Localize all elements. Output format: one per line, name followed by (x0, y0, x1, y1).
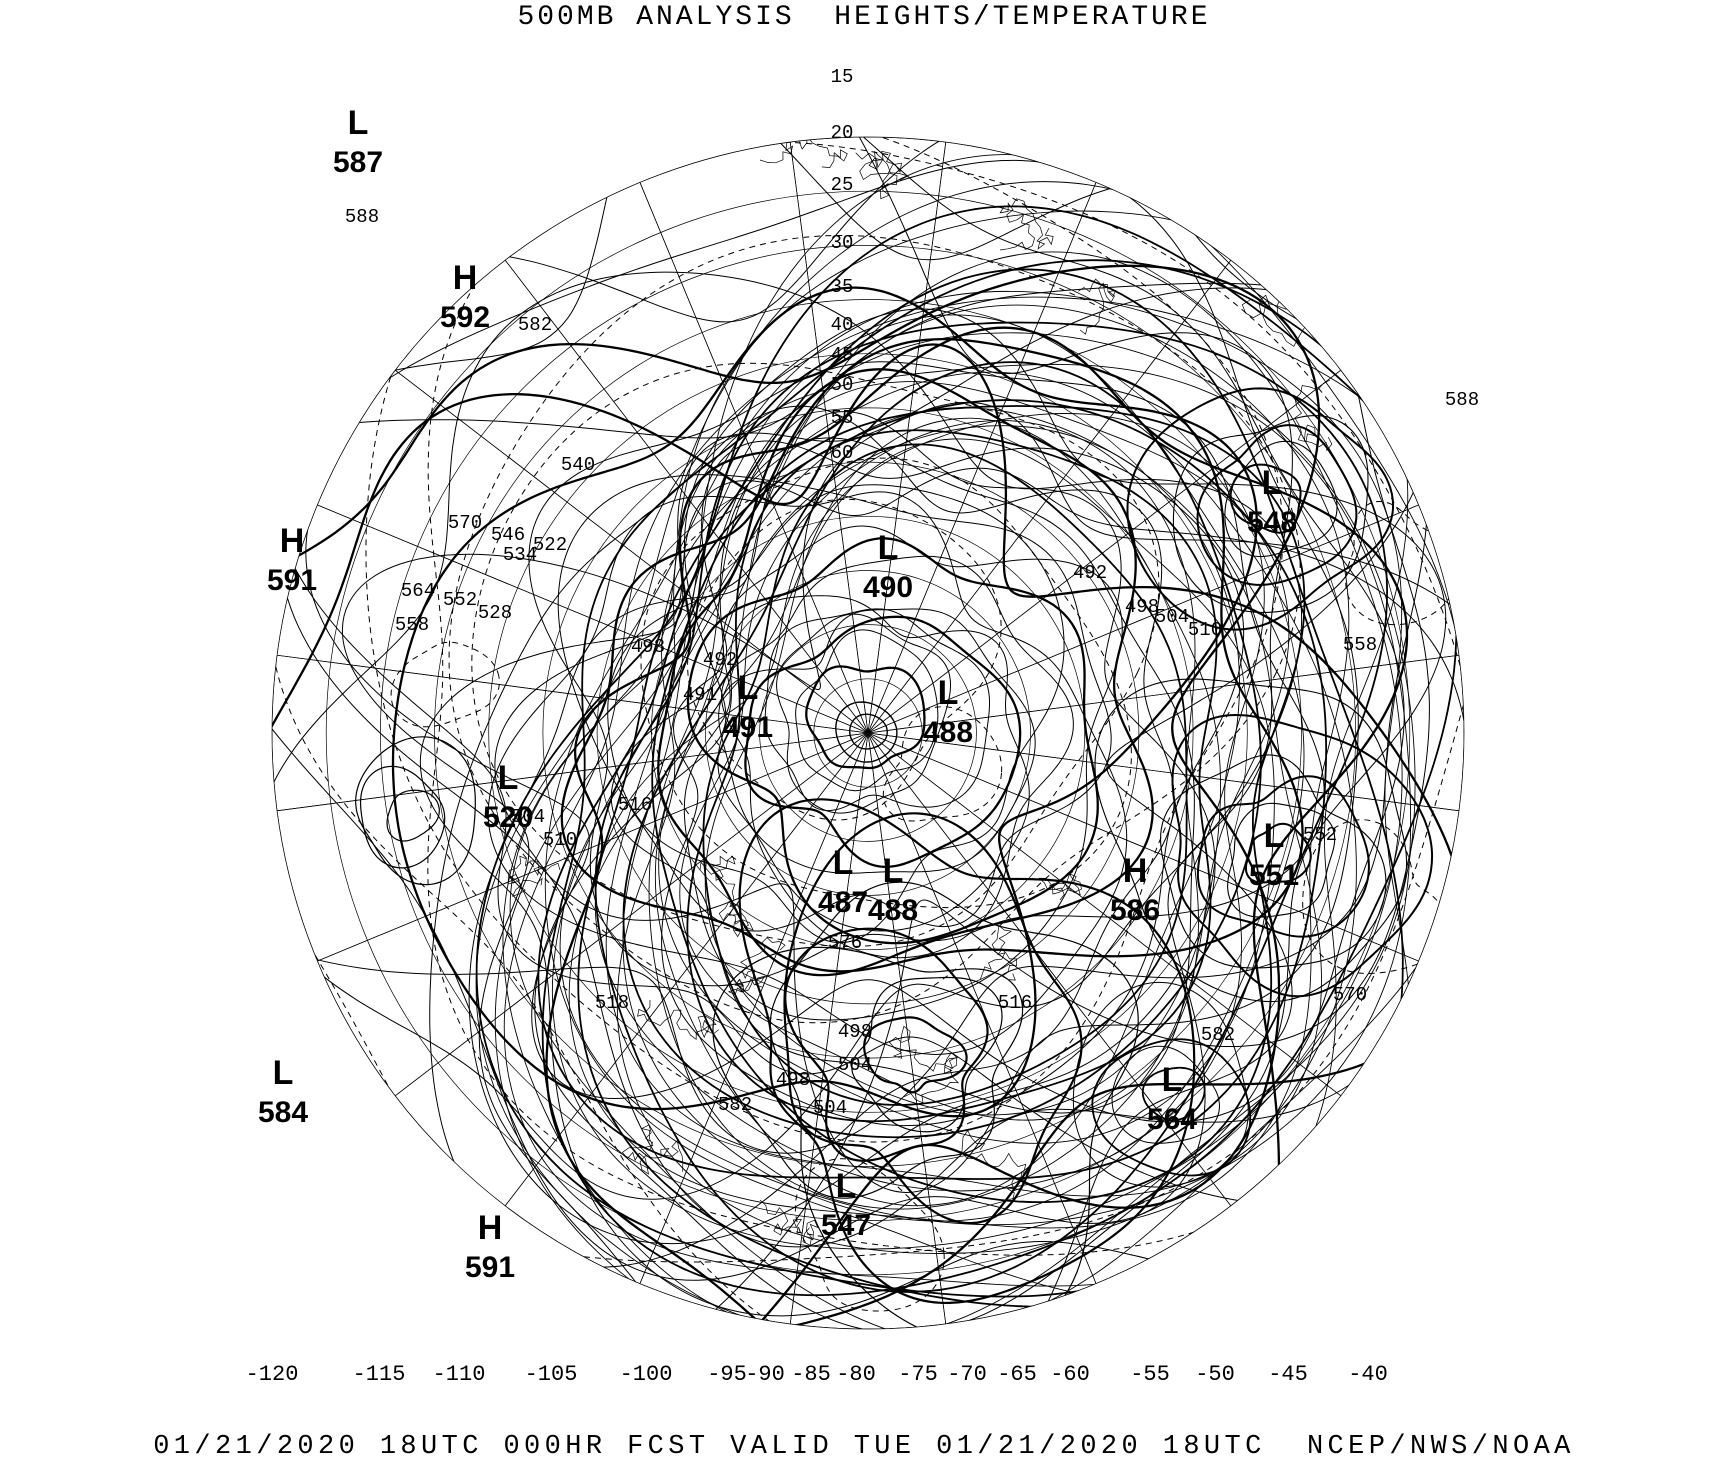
svg-text:L: L (498, 759, 519, 797)
svg-text:504: 504 (813, 1097, 847, 1119)
svg-text:L: L (1264, 817, 1285, 855)
svg-text:50: 50 (831, 374, 854, 396)
svg-text:488: 488 (868, 894, 918, 927)
svg-text:H: H (453, 259, 478, 297)
svg-text:-45: -45 (1268, 1362, 1308, 1387)
svg-text:586: 586 (1110, 894, 1160, 927)
svg-text:L: L (273, 1054, 294, 1092)
svg-text:L: L (1262, 464, 1283, 502)
svg-text:552: 552 (1303, 824, 1337, 846)
svg-text:35: 35 (831, 276, 854, 298)
svg-text:491: 491 (723, 711, 773, 744)
svg-text:L: L (833, 844, 854, 882)
svg-text:487: 487 (818, 886, 868, 919)
svg-text:60: 60 (831, 442, 854, 464)
svg-text:-60: -60 (1050, 1362, 1090, 1387)
svg-text:547: 547 (821, 1209, 871, 1242)
svg-text:L: L (938, 674, 959, 712)
svg-text:582: 582 (718, 1094, 752, 1116)
svg-text:510: 510 (1188, 619, 1222, 641)
svg-text:490: 490 (863, 571, 913, 604)
svg-text:55: 55 (831, 407, 854, 429)
svg-text:552: 552 (443, 589, 477, 611)
svg-text:558: 558 (1343, 634, 1377, 656)
svg-text:-120: -120 (246, 1362, 299, 1387)
svg-text:-50: -50 (1195, 1362, 1235, 1387)
svg-text:L: L (878, 529, 899, 567)
svg-text:H: H (1123, 852, 1148, 890)
svg-text:L: L (1162, 1061, 1183, 1099)
svg-text:516: 516 (618, 794, 652, 816)
svg-text:492: 492 (703, 649, 737, 671)
svg-text:491: 491 (683, 684, 717, 706)
svg-text:-105: -105 (525, 1362, 578, 1387)
svg-text:-95: -95 (707, 1362, 747, 1387)
svg-text:-55: -55 (1130, 1362, 1170, 1387)
svg-text:498: 498 (776, 1069, 810, 1091)
svg-text:-65: -65 (997, 1362, 1037, 1387)
svg-text:-90: -90 (745, 1362, 785, 1387)
svg-text:576: 576 (828, 932, 862, 954)
svg-text:570: 570 (448, 512, 482, 534)
svg-text:582: 582 (518, 314, 552, 336)
svg-text:592: 592 (440, 301, 490, 334)
svg-text:-75: -75 (898, 1362, 938, 1387)
svg-text:522: 522 (533, 534, 567, 556)
svg-text:498: 498 (631, 636, 665, 658)
svg-text:558: 558 (395, 614, 429, 636)
svg-text:-70: -70 (947, 1362, 987, 1387)
svg-text:492: 492 (1073, 562, 1107, 584)
svg-text:588: 588 (345, 206, 379, 228)
svg-text:591: 591 (267, 564, 317, 597)
svg-text:516: 516 (998, 992, 1032, 1014)
svg-text:504: 504 (1155, 606, 1189, 628)
svg-text:H: H (280, 522, 305, 560)
svg-text:488: 488 (923, 716, 973, 749)
svg-text:504: 504 (838, 1054, 872, 1076)
svg-text:H: H (478, 1209, 503, 1247)
svg-text:45: 45 (831, 344, 854, 366)
svg-text:498: 498 (838, 1021, 872, 1043)
svg-text:587: 587 (333, 146, 383, 179)
svg-text:564: 564 (401, 580, 435, 602)
svg-text:20: 20 (831, 122, 854, 144)
svg-text:30: 30 (831, 232, 854, 254)
svg-text:-40: -40 (1348, 1362, 1388, 1387)
svg-text:582: 582 (1201, 1024, 1235, 1046)
svg-text:L: L (738, 669, 759, 707)
svg-text:-80: -80 (836, 1362, 876, 1387)
svg-text:588: 588 (1445, 389, 1479, 411)
svg-text:L: L (836, 1167, 857, 1205)
svg-text:551: 551 (1249, 859, 1299, 892)
svg-text:564: 564 (1147, 1103, 1197, 1136)
svg-text:584: 584 (258, 1096, 308, 1129)
svg-text:570: 570 (1333, 984, 1367, 1006)
svg-text:L: L (348, 104, 369, 142)
svg-text:591: 591 (465, 1251, 515, 1284)
svg-text:-85: -85 (791, 1362, 831, 1387)
svg-text:25: 25 (831, 174, 854, 196)
svg-text:528: 528 (478, 602, 512, 624)
svg-text:546: 546 (491, 524, 525, 546)
svg-text:-100: -100 (620, 1362, 673, 1387)
svg-text:518: 518 (595, 992, 629, 1014)
svg-text:-110: -110 (433, 1362, 486, 1387)
svg-text:15: 15 (831, 66, 854, 88)
svg-text:510: 510 (543, 829, 577, 851)
svg-text:548: 548 (1247, 506, 1297, 539)
svg-text:L: L (883, 852, 904, 890)
svg-text:40: 40 (831, 314, 854, 336)
svg-text:534: 534 (503, 544, 537, 566)
svg-text:-115: -115 (353, 1362, 406, 1387)
svg-text:520: 520 (483, 801, 533, 834)
svg-text:540: 540 (561, 454, 595, 476)
